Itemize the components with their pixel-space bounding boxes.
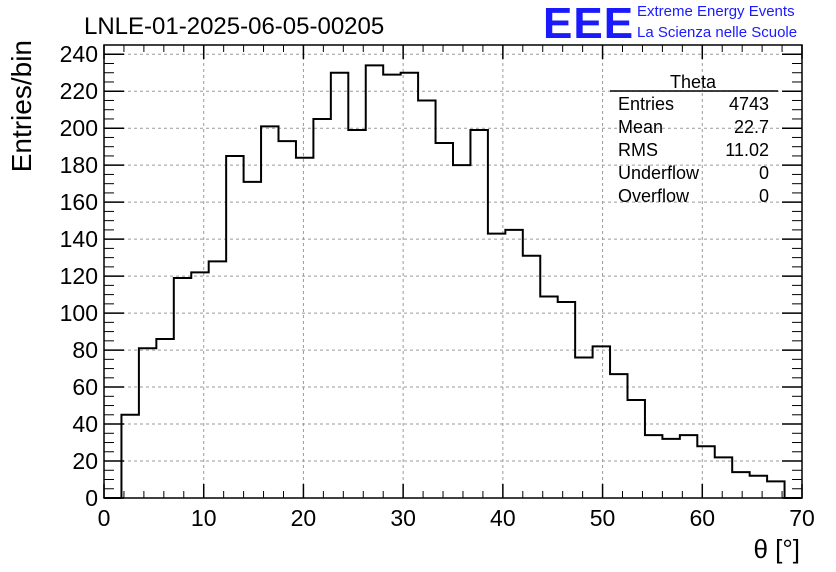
y-tick-label: 60 bbox=[72, 374, 98, 400]
stats-row-label: Entries bbox=[618, 94, 674, 114]
y-tick-label: 160 bbox=[60, 189, 98, 215]
stats-row-value: 11.02 bbox=[725, 140, 769, 160]
x-tick-label: 60 bbox=[689, 505, 715, 531]
eee-logo-line1: Extreme Energy Events bbox=[637, 3, 795, 20]
y-tick-label: 180 bbox=[60, 152, 98, 178]
y-tick-label: 100 bbox=[60, 300, 98, 326]
stats-row-value: 22.7 bbox=[734, 117, 769, 137]
stats-row-value: 4743 bbox=[729, 94, 769, 114]
histogram-outline bbox=[104, 64, 802, 499]
eee-logo-line2: La Scienza nelle Scuole bbox=[637, 24, 798, 41]
axis-ticks bbox=[103, 45, 803, 499]
plot-frame bbox=[103, 44, 803, 499]
x-tick-label: 0 bbox=[98, 505, 111, 531]
stats-box: Theta Entries 4743 Mean 22.7 RMS 11.02 Underfl… bbox=[610, 72, 778, 206]
tick-labels: 0 10 20 30 40 50 60 70 0 20 40 60 80 100 120 140 160 180 2… bbox=[60, 41, 815, 531]
y-tick-label: 40 bbox=[72, 411, 98, 437]
y-tick-label: 20 bbox=[72, 448, 98, 474]
x-tick-label: 20 bbox=[291, 505, 317, 531]
y-tick-label: 140 bbox=[60, 226, 98, 252]
stats-row-value: 0 bbox=[759, 186, 769, 206]
y-tick-label: 240 bbox=[60, 41, 98, 67]
eee-logo-mark: EEE bbox=[543, 0, 635, 48]
stats-rows: Entries 4743 Mean 22.7 RMS 11.02 Underflow 0 Ove… bbox=[618, 94, 769, 206]
x-tick-label: 30 bbox=[390, 505, 416, 531]
stats-title: Theta bbox=[670, 72, 717, 92]
x-axis-label: θ [°] bbox=[753, 534, 800, 564]
x-tick-label: 10 bbox=[191, 505, 217, 531]
y-axis-label: Entries/bin bbox=[6, 40, 37, 172]
stats-row-label: Underflow bbox=[618, 163, 700, 183]
chart-title: LNLE-01-2025-06-05-00205 bbox=[84, 13, 384, 40]
stats-row-label: RMS bbox=[618, 140, 658, 160]
grid-lines bbox=[104, 45, 802, 498]
y-tick-label: 220 bbox=[60, 78, 98, 104]
y-tick-label: 0 bbox=[85, 485, 98, 511]
x-tick-label: 40 bbox=[490, 505, 516, 531]
x-tick-label: 50 bbox=[590, 505, 616, 531]
stats-row-label: Overflow bbox=[618, 186, 690, 206]
stats-row-label: Mean bbox=[618, 117, 663, 137]
y-tick-label: 200 bbox=[60, 115, 98, 141]
stats-row-value: 0 bbox=[759, 163, 769, 183]
y-tick-label: 120 bbox=[60, 263, 98, 289]
x-tick-label: 70 bbox=[789, 505, 815, 531]
y-tick-label: 80 bbox=[72, 337, 98, 363]
